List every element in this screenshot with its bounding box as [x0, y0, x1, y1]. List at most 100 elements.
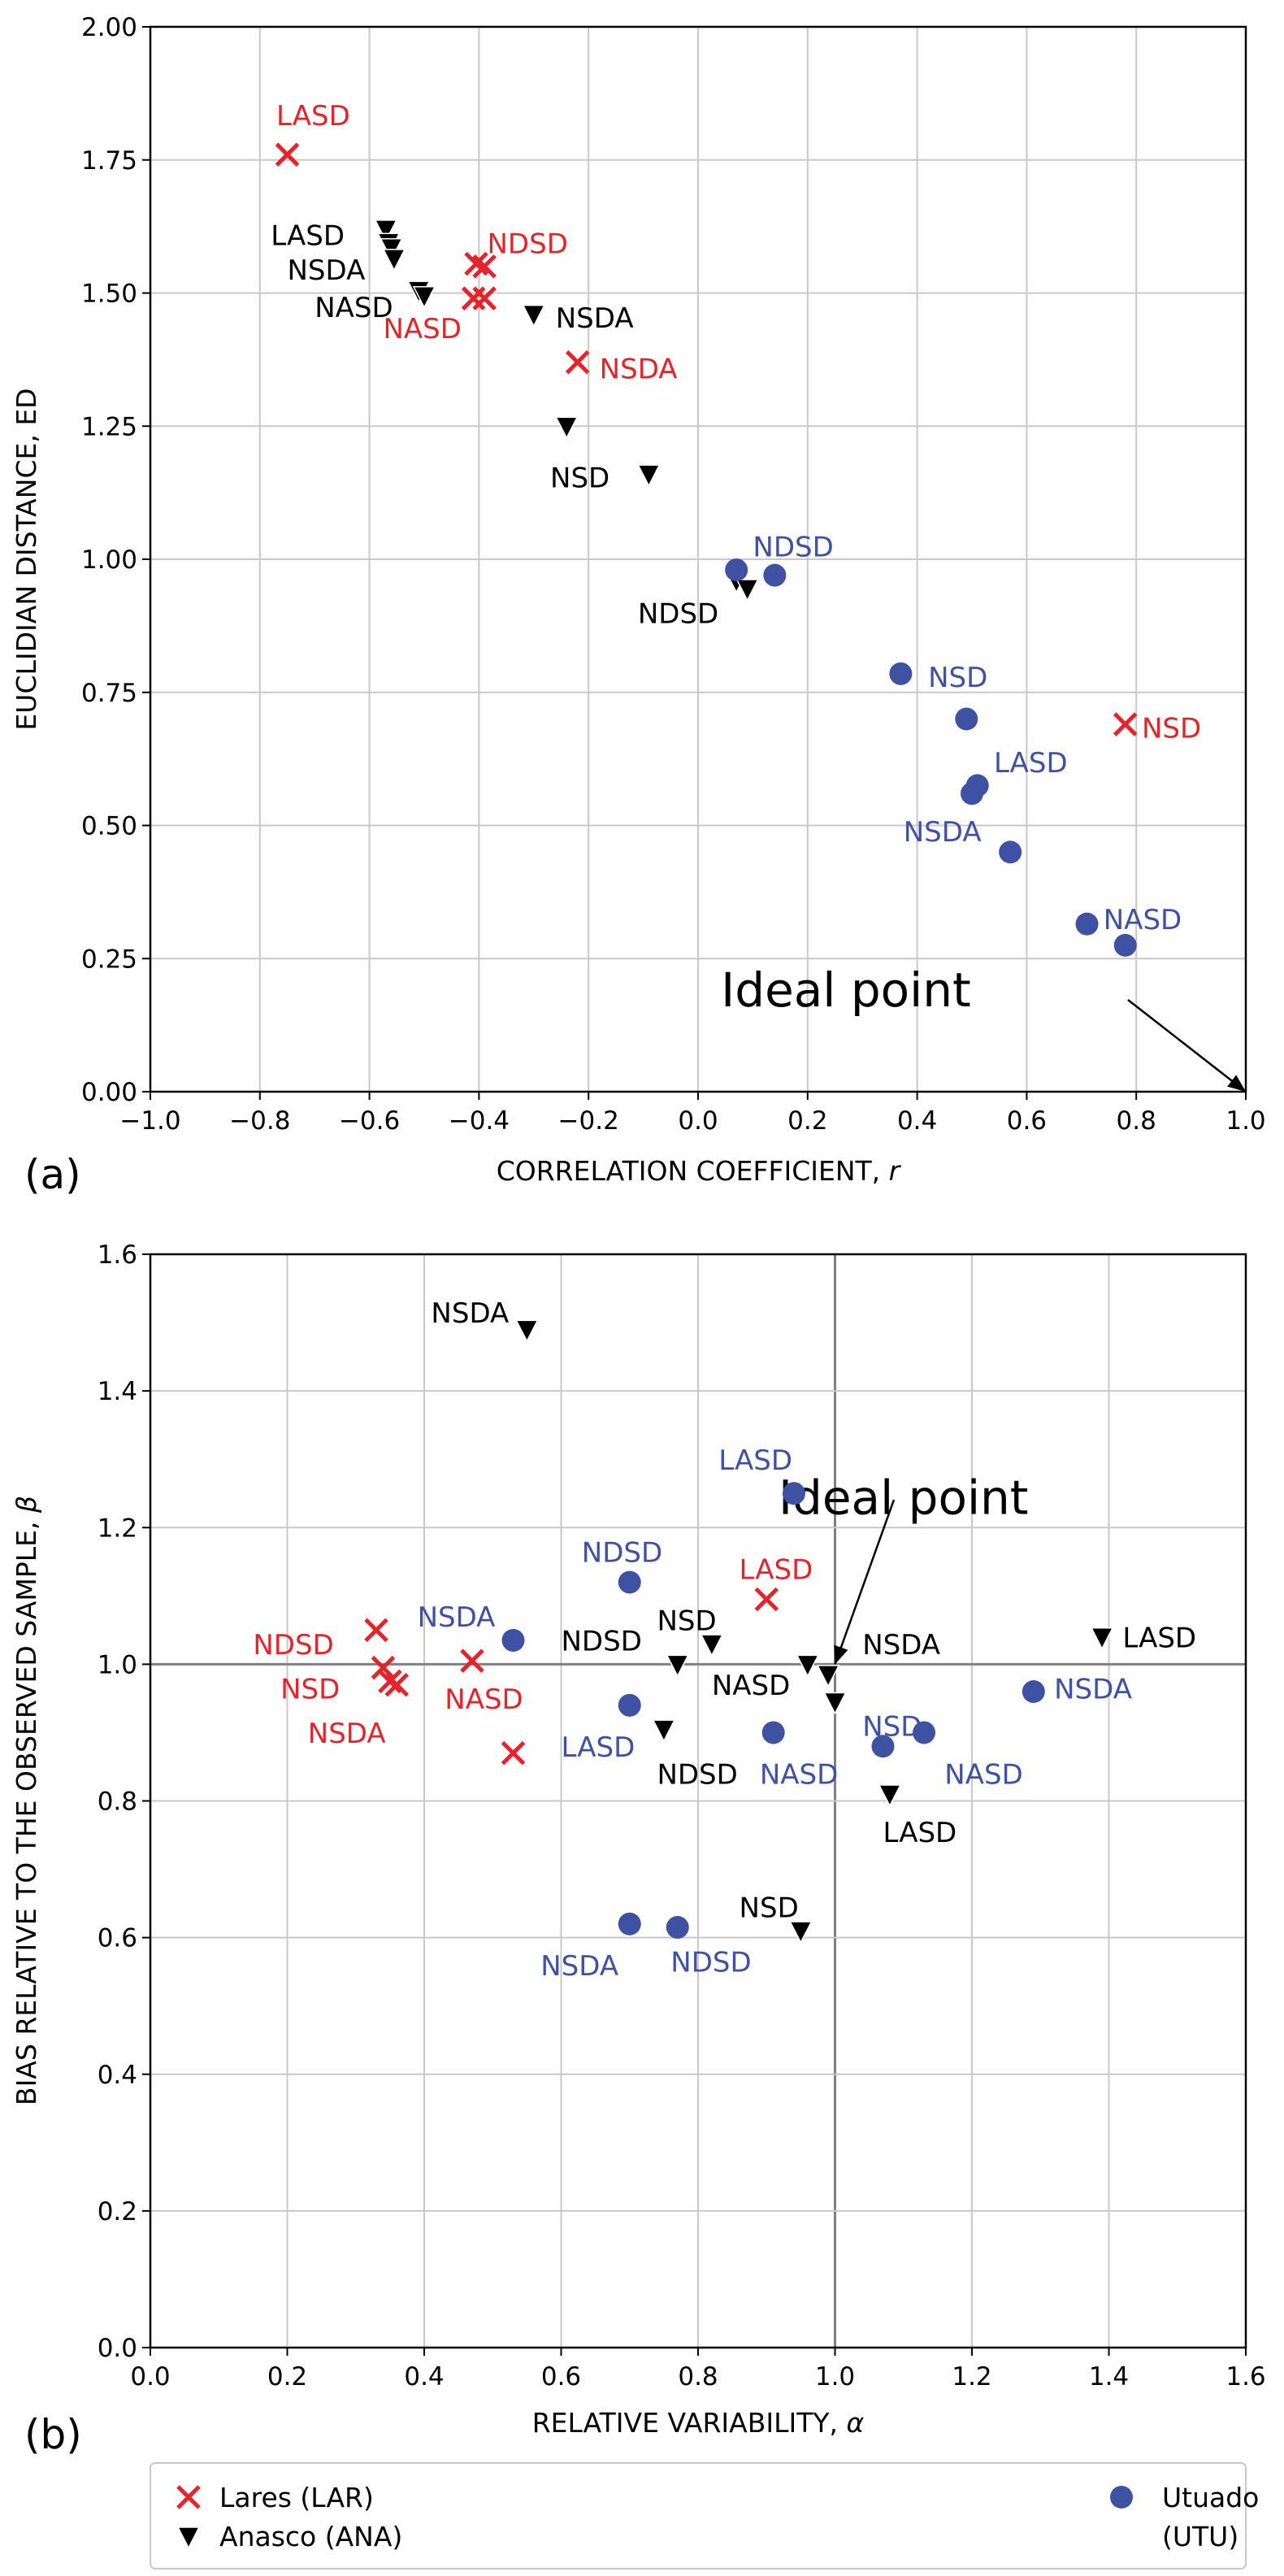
legend-lares-marker [176, 2485, 201, 2509]
y-tick-label: 0.0 [98, 2334, 137, 2363]
utuado-point [618, 1570, 641, 1594]
anasco-point-label: NSDA [556, 302, 634, 335]
utuado-point [1113, 933, 1137, 957]
y-tick-label: 0.50 [81, 812, 137, 841]
anasco-point [666, 1654, 689, 1678]
utuado-point [501, 1628, 525, 1652]
lares-point [472, 286, 497, 311]
utuado-point [763, 563, 787, 587]
x-tick-label: 0.2 [787, 1106, 827, 1136]
lares-point-label: NDSD [488, 228, 568, 260]
lares-point-label: NDSD [253, 1629, 333, 1662]
panel-a-label: (a) [24, 1151, 81, 1198]
ideal-point-label: Ideal point [721, 962, 971, 1018]
utuado-point [618, 1693, 641, 1717]
legend: Lares (LAR) Anasco (ANA) Utuado (UTU) [150, 2462, 1259, 2569]
utuado-point-label: LASD [562, 1731, 635, 1764]
x-tick-label: 1.6 [1225, 2362, 1265, 2391]
anasco-point [816, 1665, 840, 1688]
y-tick-label: 1.0 [98, 1650, 137, 1679]
panel-b-data-marks [364, 1319, 1114, 1944]
utuado-point [965, 774, 989, 797]
panel-b-label: (b) [24, 2411, 82, 2458]
panel-b-y-axis-label: BIAS RELATIVE TO THE OBSERVED SAMPLE, β [11, 1496, 42, 2105]
x-tick-label: −0.2 [558, 1106, 619, 1136]
legend-lares-x-icon [176, 2485, 201, 2509]
legend-lares-label: Lares (LAR) [219, 2482, 374, 2513]
anasco-point-label: NSDA [288, 254, 366, 287]
anasco-point-label: NDSD [562, 1626, 642, 1658]
anasco-point [1090, 1627, 1114, 1650]
lares-point-label: LASD [740, 1553, 813, 1586]
anasco-point-label: NASD [712, 1670, 790, 1702]
legend-utuado-circle-icon [1110, 2486, 1133, 2509]
lares-point-label: LASD [276, 100, 350, 132]
anasco-point [735, 579, 759, 602]
legend-utuado-label-line2: (UTU) [1162, 2521, 1238, 2552]
panel-a-correlation-vs-distance: −1.0 −0.8 −0.6 −0.4 −0.2 0.0 0.2 0.4 0.6 0.8 1.0 0.… [11, 13, 1266, 1198]
x-tick-label: 1.4 [1089, 2362, 1129, 2391]
legend-anasco-label: Anasco (ANA) [219, 2521, 402, 2552]
legend-utuado-label: Utuado [1162, 2482, 1259, 2513]
x-tick-label: 0.8 [678, 2362, 718, 2391]
lares-point [378, 1669, 402, 1694]
lares-point [464, 251, 488, 276]
anasco-point [374, 219, 398, 242]
utuado-point-label: LASD [718, 1444, 792, 1477]
legend-utuado-marker [1110, 2486, 1133, 2509]
anasco-point [555, 416, 579, 440]
anasco-point-label: NSD [657, 1605, 716, 1637]
x-tick-label: 1.2 [952, 2362, 991, 2391]
anasco-point-label: LASD [1122, 1622, 1196, 1654]
y-tick-label: 2.00 [81, 13, 137, 42]
anasco-point [515, 1319, 539, 1343]
x-tick-label: 0.4 [404, 2362, 444, 2391]
lares-point-label: NASD [445, 1683, 523, 1716]
anasco-point [796, 1654, 820, 1678]
x-tick-label: −0.4 [449, 1106, 510, 1136]
y-tick-label: 1.75 [81, 146, 137, 176]
anasco-point-label: NASD [314, 292, 393, 324]
lares-point-label: NSDA [600, 353, 678, 385]
anasco-point-label: NDSD [657, 1758, 737, 1791]
y-tick-label: 1.25 [81, 412, 137, 441]
x-tick-label: 0.8 [1117, 1106, 1156, 1136]
y-tick-label: 0.25 [81, 945, 137, 974]
utuado-point [1075, 912, 1099, 936]
lares-point [501, 1740, 526, 1766]
utuado-point [871, 1735, 895, 1758]
ideal-point-arrowhead [834, 1644, 848, 1665]
anasco-point-label: NSDA [862, 1629, 940, 1662]
utuado-point-label: NSDA [540, 1950, 618, 1983]
y-tick-label: 0.75 [81, 679, 137, 708]
utuado-point-label: NSDA [418, 1601, 496, 1634]
x-tick-label: 1.0 [815, 2362, 855, 2391]
anasco-point-label: NDSD [638, 598, 718, 631]
lares-point [754, 1587, 779, 1612]
panel-a-data-marks [275, 142, 1138, 957]
y-tick-label: 0.4 [98, 2061, 137, 2090]
utuado-point [725, 558, 748, 582]
lares-point-label: NSDA [308, 1718, 386, 1750]
lares-point [565, 350, 590, 375]
utuado-point-label: NASD [944, 1758, 1022, 1791]
panel-b-x-axis-label-symbol: α [847, 2407, 865, 2439]
anasco-point-label: NSD [740, 1892, 799, 1924]
lares-point [460, 1649, 484, 1673]
panel-a-ticks: −1.0 −0.8 −0.6 −0.4 −0.2 0.0 0.2 0.4 0.6 0.8 1.0 0.… [81, 13, 1266, 1136]
utuado-point-label: NDSD [670, 1947, 751, 1979]
panel-b-point-labels: NDSD NSD NSDA NASD LASD NSDA NSD NDSD NSDA NASD ND… [253, 1297, 1196, 1983]
utuado-point [955, 707, 978, 731]
x-tick-label: 0.0 [130, 2362, 170, 2391]
x-tick-label: 1.0 [1225, 1106, 1265, 1136]
x-tick-label: −0.6 [339, 1106, 400, 1136]
x-tick-label: −1.0 [119, 1106, 180, 1136]
utuado-point [913, 1721, 936, 1744]
utuado-point-label: NASD [760, 1758, 838, 1791]
x-tick-label: −0.8 [229, 1106, 290, 1136]
panel-b-y-axis-label-text: BIAS RELATIVE TO THE OBSERVED SAMPLE, [11, 1513, 42, 2105]
ideal-point-arrow-line [1127, 999, 1247, 1093]
anasco-point [412, 285, 436, 309]
